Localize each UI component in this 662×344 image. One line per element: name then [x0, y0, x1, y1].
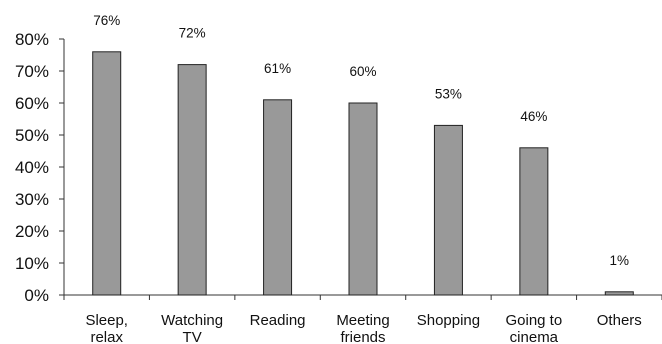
bar	[348, 102, 378, 296]
y-axis: 0% 10% 20% 30% 40% 50% 60% 70% 80%	[15, 30, 65, 305]
bar	[433, 124, 463, 296]
data-label: 61%	[264, 61, 291, 76]
x-tick-label: Sleep, relax	[85, 312, 128, 344]
data-label: 76%	[93, 13, 120, 28]
y-tick-label: 60%	[15, 94, 49, 113]
x-tick-label: Shopping	[417, 312, 480, 329]
data-label: 53%	[435, 86, 462, 101]
y-tick-label: 30%	[15, 190, 49, 209]
data-label: 46%	[520, 109, 547, 124]
x-tick-label: Watching TV	[161, 312, 223, 344]
bar	[263, 99, 293, 296]
bar	[177, 64, 207, 296]
bar	[604, 291, 634, 296]
bar	[519, 147, 549, 296]
y-tick-label: 50%	[15, 126, 49, 145]
x-tick-label: Others	[597, 312, 642, 329]
x-tick-label: Meeting friends	[336, 312, 389, 344]
bars	[92, 51, 634, 296]
data-label: 1%	[610, 253, 630, 268]
data-label: 72%	[179, 26, 206, 41]
data-label: 60%	[349, 64, 376, 79]
bar	[92, 51, 122, 296]
y-tick-label: 70%	[15, 62, 49, 81]
y-tick-label: 0%	[24, 286, 49, 305]
y-tick-label: 80%	[15, 30, 49, 49]
x-tick-label: Going to cinema	[505, 312, 562, 344]
x-tick-label: Reading	[250, 312, 306, 329]
y-tick-label: 20%	[15, 222, 49, 241]
data-labels: 76% 72% 61% 60% 53% 46% 1%	[93, 13, 629, 268]
y-tick-label: 10%	[15, 254, 49, 273]
y-tick-label: 40%	[15, 158, 49, 177]
x-axis: Sleep, relax Watching TV Reading Meeting frien…	[63, 294, 662, 344]
